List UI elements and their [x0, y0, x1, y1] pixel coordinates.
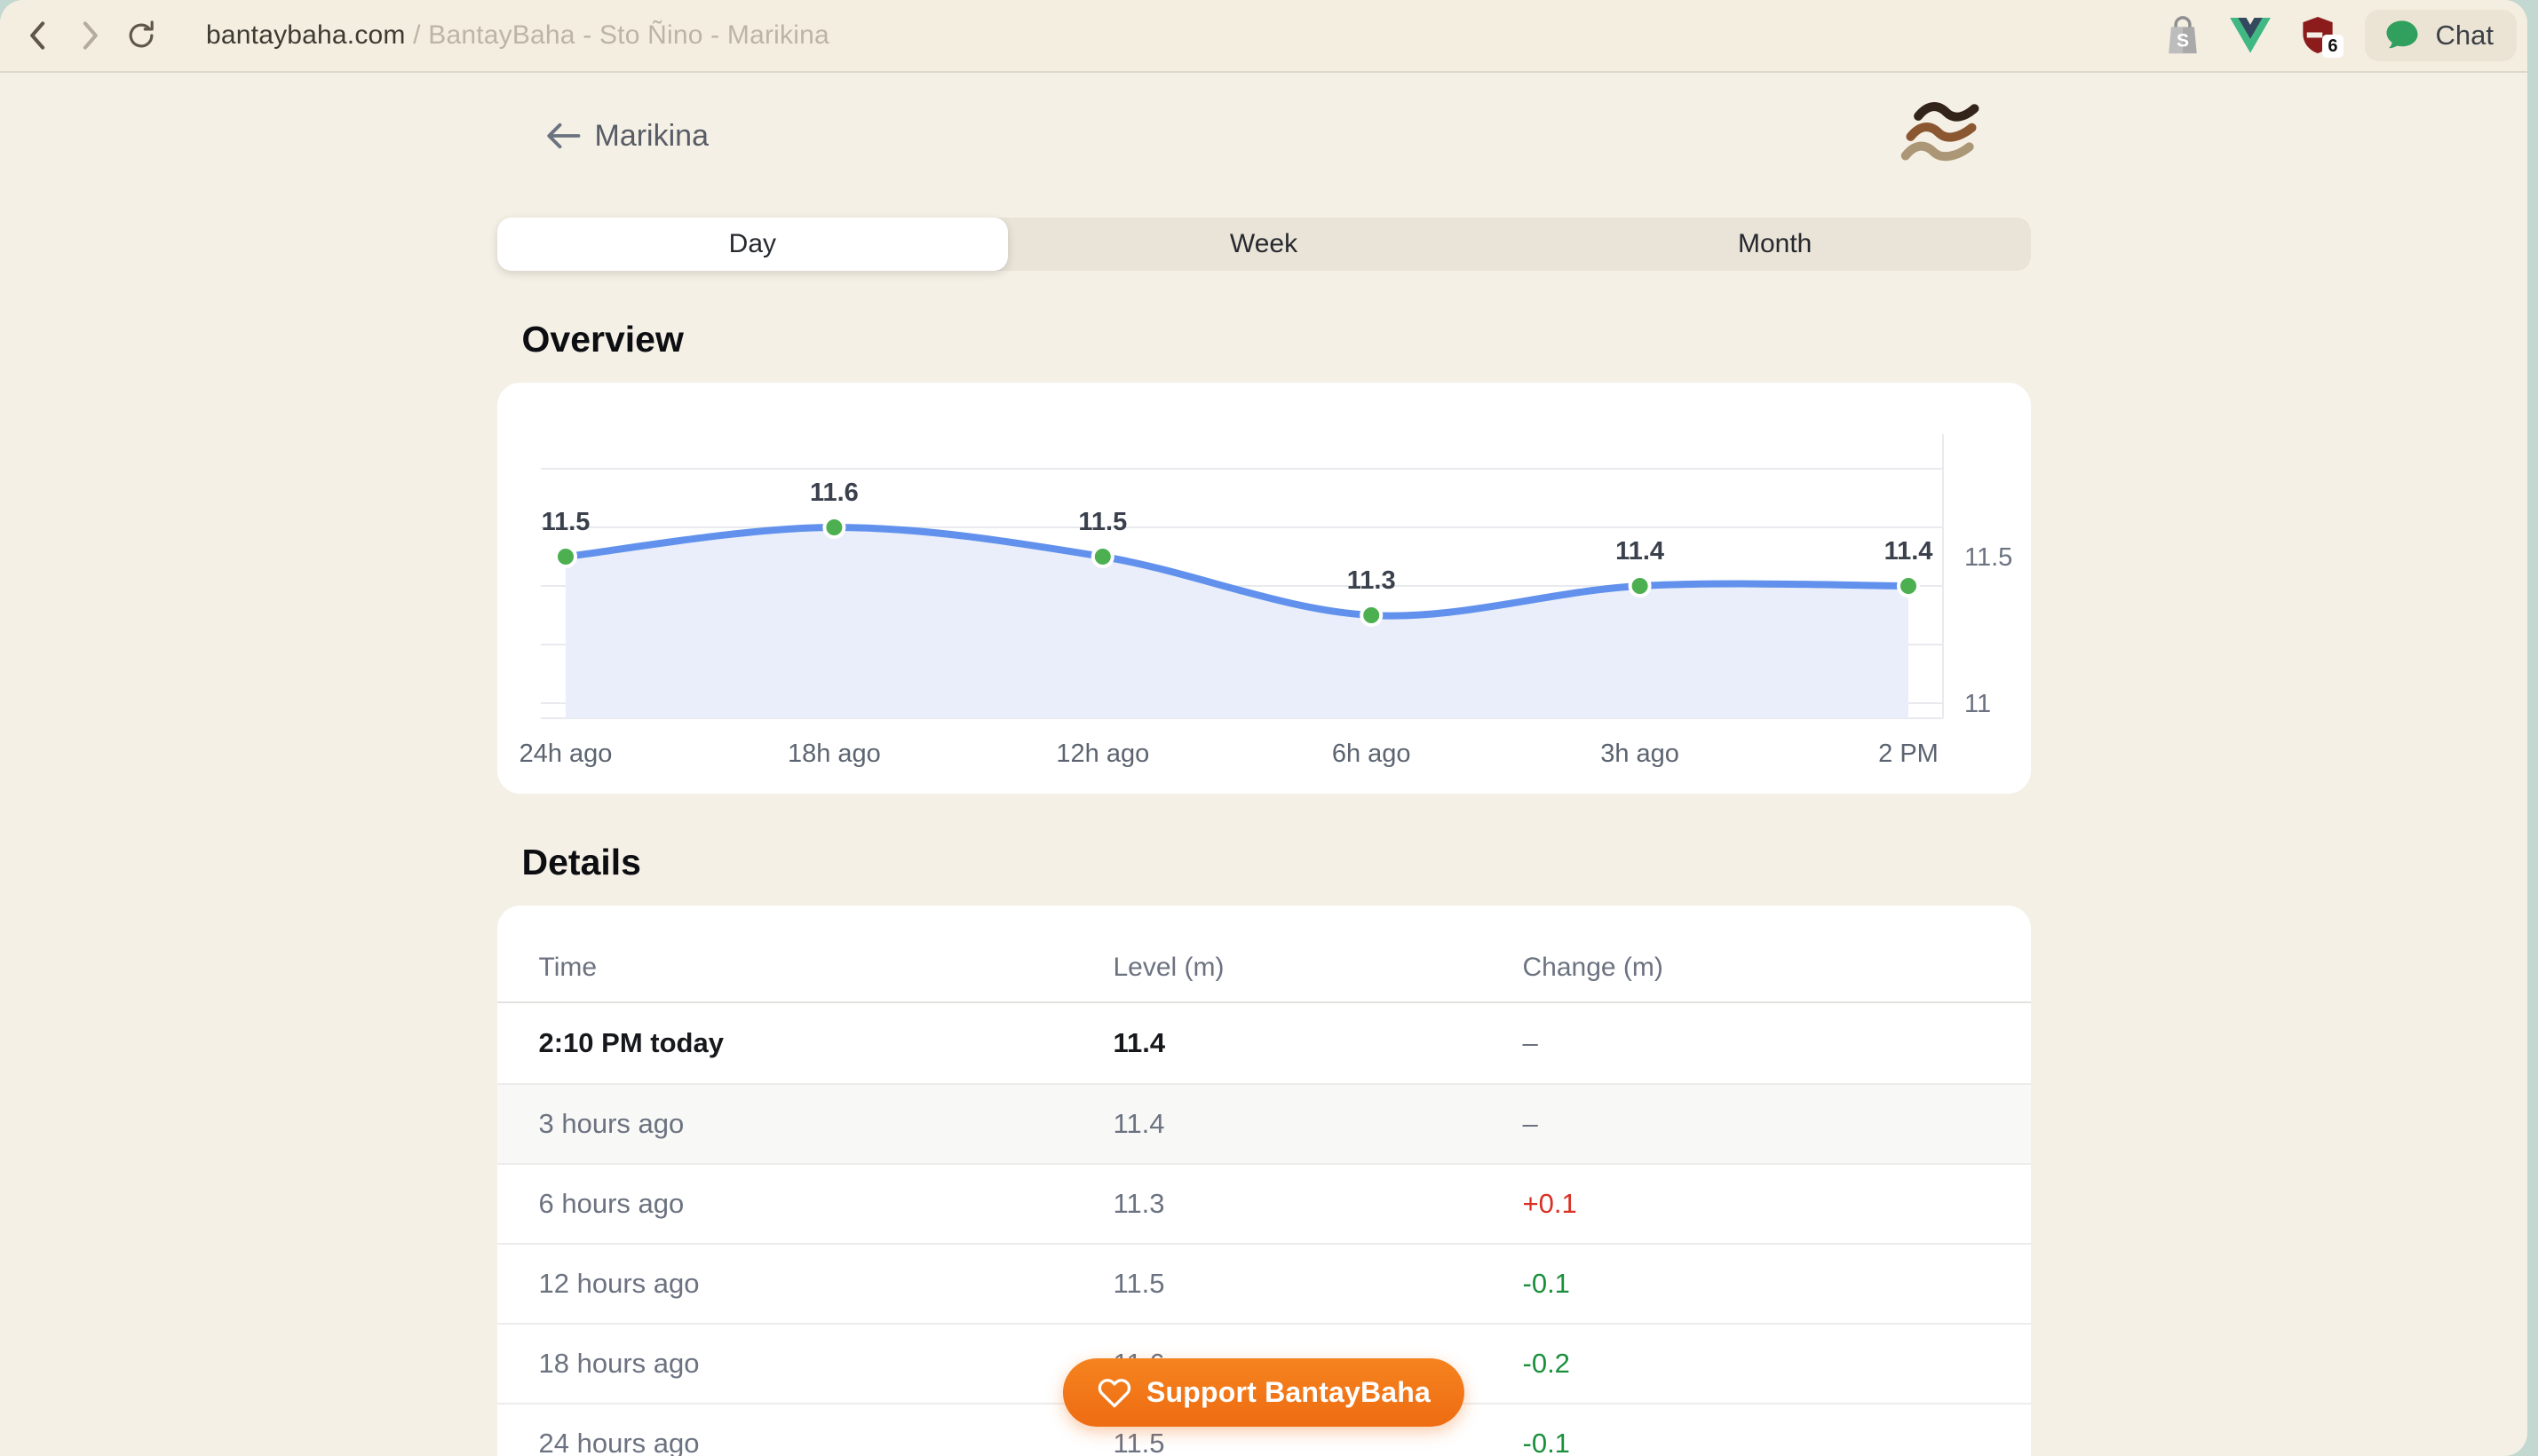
support-button[interactable]: Support BantayBaha [1062, 1358, 1465, 1427]
svg-text:11.5: 11.5 [1078, 508, 1127, 536]
support-button-label: Support BantayBaha [1146, 1376, 1432, 1408]
tab-day[interactable]: Day [496, 218, 1009, 271]
svg-text:S: S [2177, 30, 2189, 51]
browser-reload-button[interactable] [115, 10, 167, 61]
svg-text:24h ago: 24h ago [519, 740, 612, 768]
chat-button[interactable]: Chat [2364, 10, 2517, 61]
svg-text:11: 11 [1964, 690, 1991, 718]
browser-toolbar: bantaybaha.com / BantayBaha - Sto Ñino -… [0, 0, 2527, 73]
page-header: Marikina [497, 101, 2031, 161]
table-cell: 11.5 [1113, 1268, 1165, 1299]
svg-text:6h ago: 6h ago [1331, 740, 1410, 768]
column-header-time: Time [538, 953, 598, 982]
table-cell: 11.3 [1113, 1188, 1165, 1219]
overview-chart-card: 11.5 24h ago 11.6 18h ago 11.5 12h ago 11.3 6h … [496, 383, 2031, 794]
url-path: / BantayBaha - Sto Ñino - Marikina [405, 20, 829, 50]
column-header-level: Level (m) [1113, 953, 1225, 982]
svg-text:11.5: 11.5 [1964, 543, 2012, 572]
table-row: 3 hours ago 11.4 – [496, 1083, 2031, 1163]
table-cell: +0.1 [1522, 1188, 1577, 1219]
address-bar[interactable]: bantaybaha.com / BantayBaha - Sto Ñino -… [206, 20, 829, 51]
browser-back-button[interactable] [12, 10, 64, 61]
extension-badge: 6 [2322, 35, 2344, 58]
water-level-chart: 11.5 24h ago 11.6 18h ago 11.5 12h ago 11.3 6h … [519, 434, 2012, 768]
tab-week[interactable]: Week [1008, 218, 1519, 271]
details-heading: Details [521, 842, 641, 882]
back-button[interactable] [542, 115, 584, 157]
table-cell: 11.4 [1113, 1027, 1166, 1058]
svg-text:18h ago: 18h ago [787, 740, 880, 768]
svg-text:11.4: 11.4 [1884, 537, 1932, 566]
time-range-tabs: Day Week Month [496, 218, 2031, 271]
table-cell: -0.2 [1522, 1348, 1570, 1379]
svg-text:11.3: 11.3 [1346, 566, 1395, 595]
svg-text:2 PM: 2 PM [1878, 740, 1939, 768]
table-row: 2:10 PM today 11.4 – [497, 1003, 2031, 1083]
table-cell: – [1522, 1027, 1538, 1058]
vue-devtools-icon[interactable] [2229, 15, 2271, 56]
table-cell: 2:10 PM today [538, 1027, 724, 1058]
arrow-left-icon [546, 123, 580, 149]
table-cell: 3 hours ago [538, 1108, 685, 1139]
svg-text:12h ago: 12h ago [1056, 740, 1149, 768]
table-cell: – [1522, 1108, 1538, 1139]
svg-text:11.5: 11.5 [541, 508, 590, 536]
chevron-right-icon [83, 21, 98, 50]
svg-text:3h ago: 3h ago [1600, 740, 1679, 768]
table-cell: 24 hours ago [538, 1428, 700, 1456]
tab-month[interactable]: Month [1519, 218, 2031, 271]
svg-text:11.4: 11.4 [1615, 537, 1664, 566]
table-cell: -0.1 [1522, 1428, 1570, 1456]
svg-text:11.6: 11.6 [809, 479, 858, 507]
shopping-bag-icon: S [2168, 16, 2197, 54]
chat-bubble-icon [2386, 20, 2418, 49]
page-title: Marikina [594, 118, 709, 153]
table-cell: 12 hours ago [538, 1268, 700, 1299]
shopify-extension-icon[interactable]: S [2162, 15, 2203, 56]
table-cell: 6 hours ago [538, 1188, 685, 1219]
url-host: bantaybaha.com [206, 20, 406, 50]
table-cell: 11.5 [1113, 1428, 1165, 1456]
column-header-change: Change (m) [1522, 953, 1663, 982]
table-cell: -0.1 [1522, 1268, 1570, 1299]
overview-heading: Overview [521, 319, 684, 360]
table-row: 6 hours ago 11.3 +0.1 [496, 1163, 2031, 1243]
chat-label: Chat [2435, 20, 2494, 51]
toolbar-extensions: S 6 Chat [2162, 10, 2527, 61]
heart-icon [1098, 1378, 1131, 1407]
chevron-left-icon [30, 21, 45, 50]
vue-logo-icon [2229, 18, 2271, 53]
table-header-row: Time Level (m) Change (m) [496, 906, 2031, 1003]
table-cell: 11.4 [1113, 1108, 1165, 1139]
adblock-shield-icon[interactable]: 6 [2297, 15, 2344, 58]
browser-forward-button[interactable] [64, 10, 115, 61]
table-row: 12 hours ago 11.5 -0.1 [496, 1243, 2031, 1323]
reload-icon [129, 20, 154, 48]
table-cell: 18 hours ago [538, 1348, 700, 1379]
page-content: Marikina Day Week Month Overview 11.5 24h… [0, 101, 2527, 1456]
waves-logo-icon [1900, 95, 1982, 178]
